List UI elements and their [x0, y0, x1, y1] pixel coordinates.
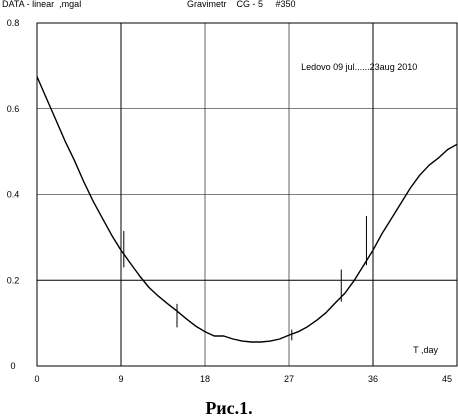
x-tick-label: 45	[442, 374, 452, 384]
gravity-chart: 0 9 18 27 36 45 0 0.2 0.4 0.6 0.8 Ledovo 09 jul....…	[7, 18, 458, 384]
y-tick-label: 0	[10, 361, 15, 371]
chart-annotation: Ledovo 09 jul......23aug 2010	[301, 62, 417, 72]
figure-caption: Рис.1.	[205, 398, 253, 418]
instrument-label: Gravimetr CG - 5 #350	[187, 0, 296, 9]
data-units-label: DATA - linear ,mgal	[2, 0, 82, 9]
x-tick-label: 9	[118, 374, 123, 384]
y-tick-label: 0.8	[7, 18, 20, 28]
x-tick-label: 0	[34, 374, 39, 384]
x-tick-label: 18	[200, 374, 210, 384]
x-tick-label: 27	[284, 374, 294, 384]
data-series-line	[36, 76, 458, 343]
y-tick-label: 0.4	[7, 190, 20, 200]
x-axis-label: T ,day	[413, 345, 438, 355]
y-tick-label: 0.2	[7, 275, 20, 285]
x-tick-label: 36	[368, 374, 378, 384]
y-tick-label: 0.6	[7, 104, 20, 114]
